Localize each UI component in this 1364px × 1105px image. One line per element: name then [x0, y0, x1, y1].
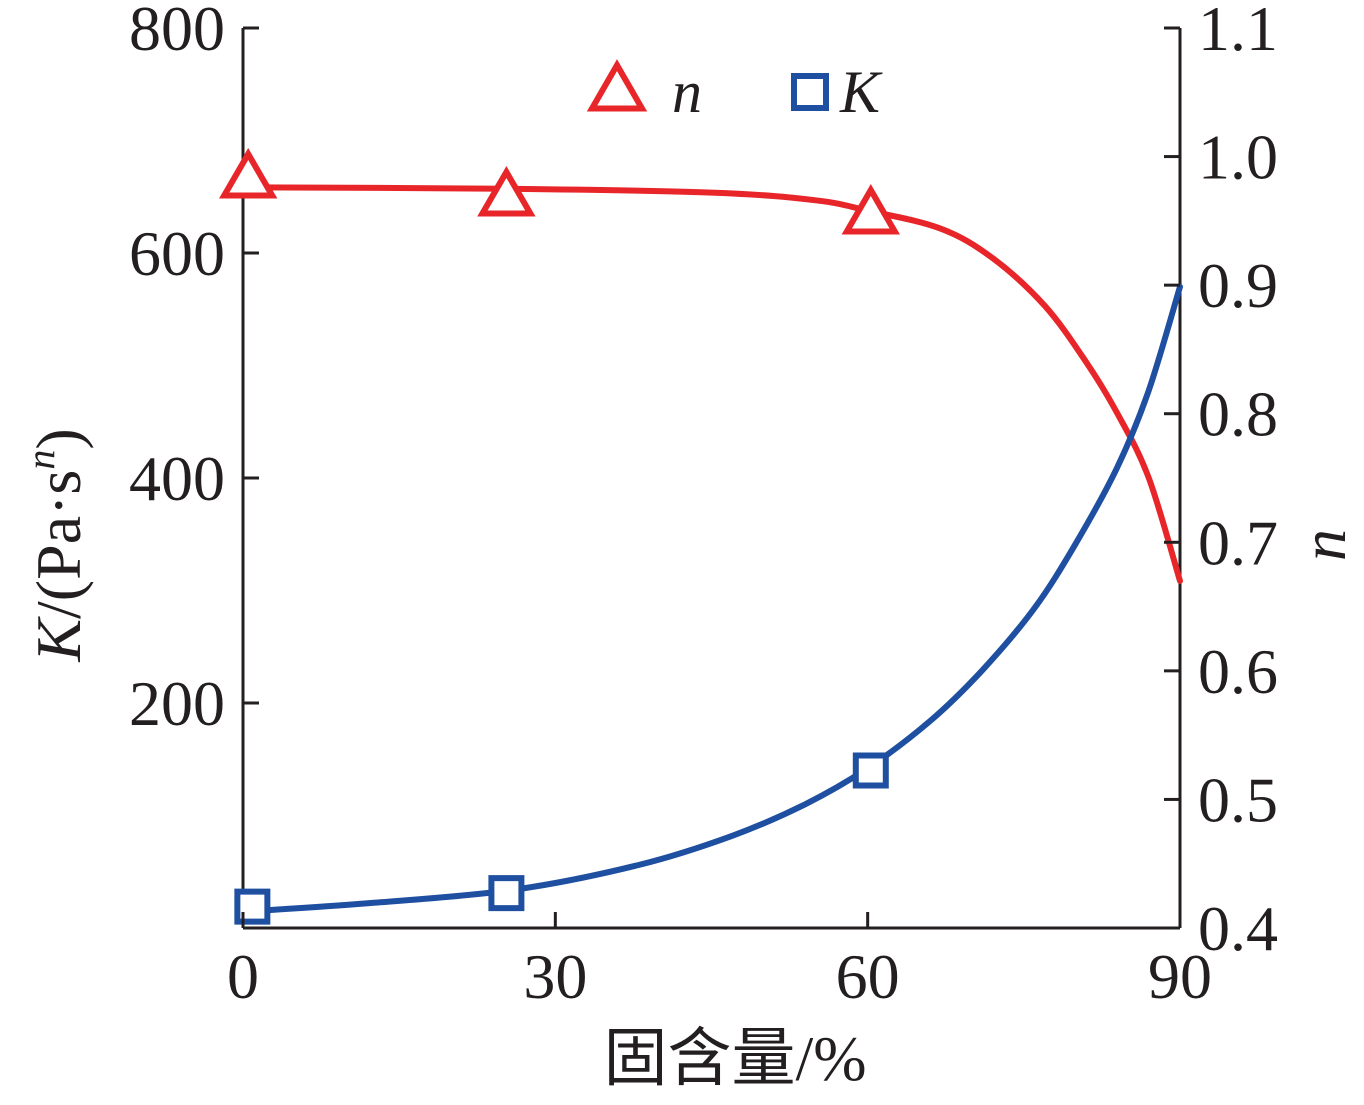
y-left-axis-title-close: ): [23, 428, 94, 449]
y-right-tick-label: 0.7: [1198, 507, 1278, 578]
y-left-axis-title-symbol: K: [23, 616, 94, 663]
y-left-tick-label: 800: [129, 0, 225, 64]
y-left-axis-title: K/(Pa·sn): [18, 428, 94, 662]
y-left-tick-label: 200: [129, 668, 225, 739]
y-left-axis-title-unit: /(Pa·s: [23, 470, 94, 619]
y-right-tick-label: 0.5: [1198, 764, 1278, 835]
series-K-point: [488, 875, 525, 912]
series-K-point: [852, 752, 889, 789]
y-left-tick-label: 400: [129, 443, 225, 514]
x-tick-label: 0: [227, 941, 259, 1012]
series-n-point: [219, 147, 278, 199]
y-right-axis-title: n: [1288, 529, 1359, 561]
y-right-tick-label: 0.9: [1198, 250, 1278, 321]
series-n-point: [841, 183, 900, 235]
x-tick-label: 30: [523, 941, 587, 1012]
x-tick-label: 90: [1148, 941, 1212, 1012]
x-tick-label: 60: [836, 941, 900, 1012]
legend-n-marker: [586, 59, 648, 112]
y-right-tick-label: 0.4: [1198, 893, 1278, 964]
y-right-tick-label: 0.6: [1198, 636, 1278, 707]
y-right-tick-label: 1.0: [1198, 122, 1278, 193]
y-right-tick-label: 0.8: [1198, 379, 1278, 450]
y-left-axis-title-sup: n: [18, 450, 63, 470]
y-right-tick-label: 1.1: [1198, 0, 1278, 64]
legend-K-label: K: [839, 59, 883, 125]
legend-K-marker: [791, 73, 829, 111]
series-n-point: [477, 165, 536, 217]
series-K-fit-line: [249, 283, 1183, 915]
y-left-tick-label: 600: [129, 218, 225, 289]
legend-n-label: n: [672, 59, 702, 125]
series-n-fit-line: [245, 184, 1183, 584]
x-axis-title: 固含量/%: [603, 1023, 866, 1094]
